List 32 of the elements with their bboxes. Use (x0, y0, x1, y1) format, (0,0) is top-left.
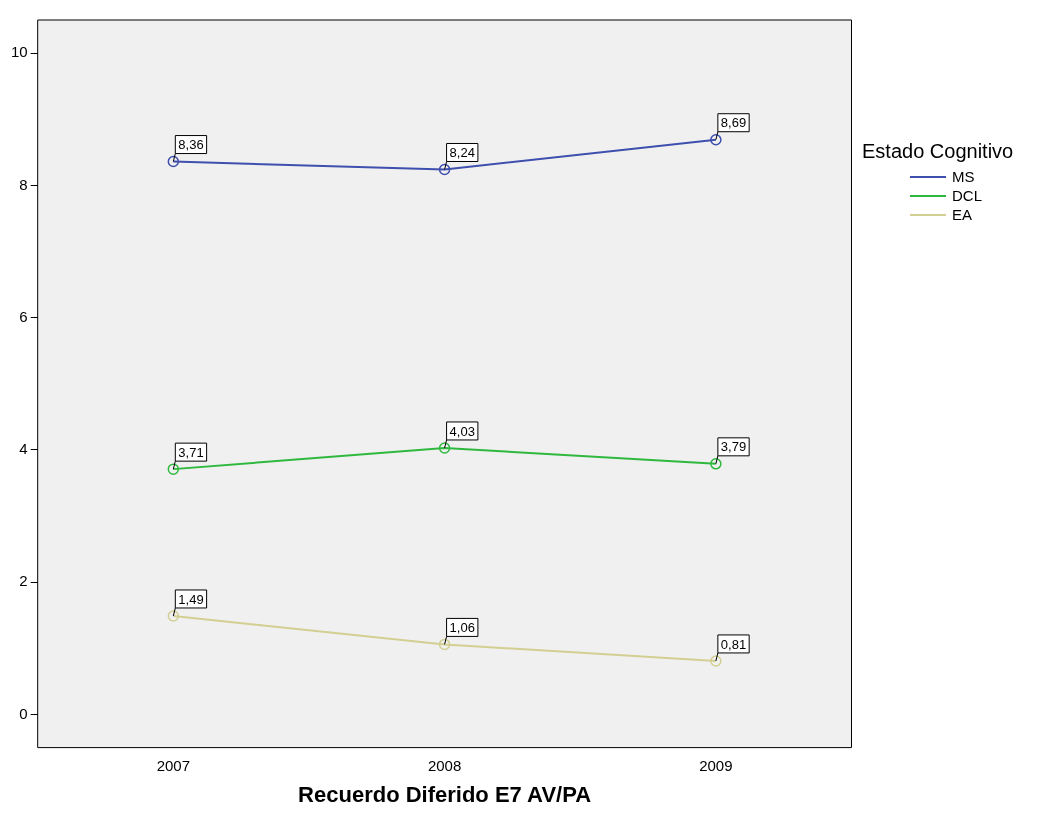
legend-label: MS (952, 168, 975, 185)
data-label: 8,36 (178, 137, 204, 153)
data-label: 4,03 (449, 423, 475, 439)
data-label: 1,06 (449, 619, 475, 635)
data-label: 8,69 (720, 115, 747, 131)
point (167, 155, 180, 168)
x-tick-label: 2009 (699, 756, 733, 774)
point (438, 638, 451, 651)
x-tick-label: 2008 (427, 756, 462, 774)
y-tick-label: 4 (19, 440, 28, 458)
data-label: 3,71 (178, 444, 204, 460)
point (167, 610, 180, 622)
x-tick-label: 2007 (156, 756, 191, 774)
legend-label: DCL (952, 187, 983, 204)
y-tick-label: 8 (19, 175, 28, 193)
legend-title: Estado Cognitivo (862, 140, 1014, 163)
x-axis-title: Recuerdo Diferido E7 AV/PA (298, 781, 592, 807)
point (167, 463, 180, 475)
point (438, 163, 451, 176)
data-label: 3,79 (720, 439, 747, 455)
point (710, 655, 722, 667)
y-tick-label: 0 (19, 704, 28, 722)
data-label: 1,49 (178, 591, 204, 607)
y-tick-label: 10 (11, 43, 28, 61)
point (710, 133, 722, 146)
y-tick-label: 2 (19, 572, 28, 590)
data-label: 8,24 (449, 145, 475, 161)
point (438, 442, 451, 454)
point (710, 458, 722, 470)
legend-label: EA (952, 206, 973, 223)
y-tick-label: 6 (19, 307, 28, 325)
data-label: 0,81 (720, 636, 747, 652)
